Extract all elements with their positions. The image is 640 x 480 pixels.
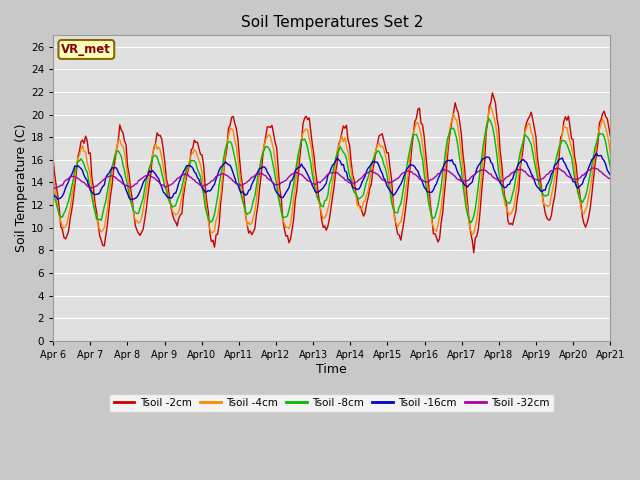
Tsoil -16cm	[577, 182, 585, 188]
Tsoil -4cm	[607, 152, 614, 158]
Tsoil -4cm	[468, 232, 476, 238]
Tsoil -32cm	[577, 174, 585, 180]
Tsoil -8cm	[607, 164, 614, 170]
Tsoil -2cm	[234, 135, 242, 141]
Tsoil -8cm	[234, 172, 242, 178]
Tsoil -32cm	[236, 181, 243, 187]
Tsoil -32cm	[245, 178, 253, 183]
Tsoil -32cm	[51, 186, 58, 192]
Tsoil -4cm	[49, 173, 57, 179]
Tsoil -4cm	[234, 155, 242, 161]
Tsoil -2cm	[607, 133, 614, 139]
X-axis label: Time: Time	[316, 363, 347, 376]
Tsoil -4cm	[487, 104, 495, 110]
Tsoil -8cm	[486, 116, 493, 122]
Tsoil -16cm	[118, 174, 125, 180]
Tsoil -16cm	[129, 197, 136, 203]
Tsoil -16cm	[49, 191, 57, 196]
Legend: Tsoil -2cm, Tsoil -4cm, Tsoil -8cm, Tsoil -16cm, Tsoil -32cm: Tsoil -2cm, Tsoil -4cm, Tsoil -8cm, Tsoi…	[109, 394, 554, 412]
Tsoil -2cm	[488, 90, 496, 96]
Tsoil -8cm	[467, 220, 474, 226]
Y-axis label: Soil Temperature (C): Soil Temperature (C)	[15, 124, 28, 252]
Tsoil -2cm	[118, 128, 125, 133]
Tsoil -16cm	[593, 151, 600, 156]
Tsoil -8cm	[579, 200, 586, 205]
Tsoil -8cm	[243, 212, 251, 217]
Tsoil -32cm	[588, 165, 596, 171]
Tsoil -16cm	[245, 188, 253, 193]
Tsoil -8cm	[293, 160, 301, 166]
Tsoil -8cm	[215, 182, 223, 188]
Tsoil -4cm	[215, 203, 223, 208]
Tsoil -2cm	[293, 188, 301, 193]
Tsoil -32cm	[217, 172, 225, 178]
Line: Tsoil -8cm: Tsoil -8cm	[53, 119, 611, 223]
Tsoil -32cm	[607, 176, 614, 181]
Tsoil -32cm	[119, 181, 127, 187]
Tsoil -2cm	[215, 221, 223, 227]
Tsoil -4cm	[243, 223, 251, 229]
Line: Tsoil -4cm: Tsoil -4cm	[53, 107, 611, 235]
Tsoil -2cm	[470, 250, 477, 256]
Title: Soil Temperatures Set 2: Soil Temperatures Set 2	[241, 15, 423, 30]
Tsoil -8cm	[49, 187, 57, 192]
Line: Tsoil -16cm: Tsoil -16cm	[53, 154, 611, 200]
Tsoil -4cm	[118, 142, 125, 148]
Tsoil -32cm	[49, 185, 57, 191]
Tsoil -8cm	[118, 154, 125, 159]
Tsoil -2cm	[243, 222, 251, 228]
Line: Tsoil -32cm: Tsoil -32cm	[53, 168, 611, 189]
Tsoil -16cm	[236, 186, 243, 192]
Tsoil -16cm	[217, 164, 225, 170]
Line: Tsoil -2cm: Tsoil -2cm	[53, 93, 611, 253]
Tsoil -4cm	[579, 210, 586, 216]
Tsoil -2cm	[49, 155, 57, 161]
Tsoil -32cm	[294, 171, 302, 177]
Text: VR_met: VR_met	[61, 43, 111, 56]
Tsoil -2cm	[579, 214, 586, 220]
Tsoil -16cm	[294, 165, 302, 170]
Tsoil -4cm	[293, 168, 301, 174]
Tsoil -16cm	[607, 172, 614, 178]
